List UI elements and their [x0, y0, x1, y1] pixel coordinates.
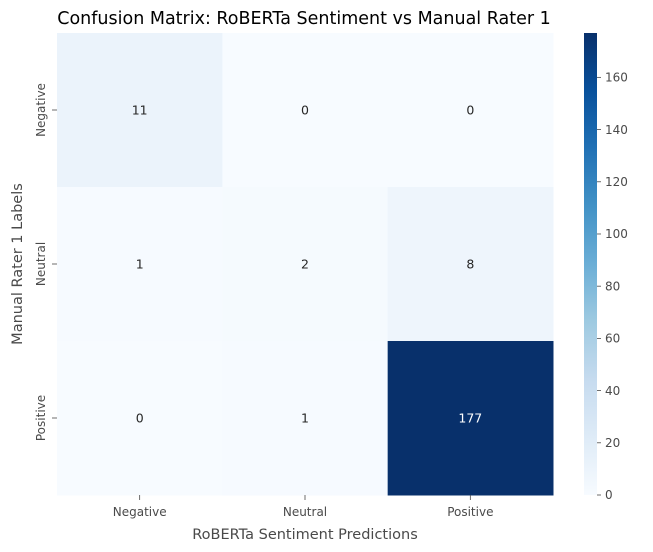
heatmap-cell — [222, 341, 389, 496]
y-axis-label: Manual Rater 1 Labels — [10, 183, 26, 345]
colorbar-tick-label: 160 — [605, 71, 628, 85]
colorbar-tick-label: 100 — [605, 227, 628, 241]
colorbar-tick-label: 0 — [605, 488, 613, 502]
colorbar-ticks: 0 20 40 60 80 100 120 140 160 — [597, 71, 628, 502]
y-axis-ticks: Negative Neutral Positive — [34, 83, 57, 441]
heatmap-cells — [57, 33, 554, 496]
colorbar-tick-label: 120 — [605, 175, 628, 189]
cell-value-label: 2 — [301, 257, 309, 272]
y-tick-label: Positive — [34, 395, 48, 441]
heatmap-cell — [57, 341, 223, 496]
heatmap-cell — [57, 187, 223, 342]
colorbar-tick-label: 40 — [605, 384, 620, 398]
cell-value-label: 0 — [136, 411, 144, 426]
heatmap-cell — [387, 33, 554, 188]
cell-value-label: 11 — [132, 103, 148, 118]
x-axis-ticks: Negative Neutral Positive — [113, 495, 493, 519]
heatmap-cell — [387, 187, 554, 342]
heatmap-cell — [57, 33, 223, 188]
cell-value-label: 8 — [466, 257, 474, 272]
y-tick-label: Neutral — [34, 242, 48, 286]
x-axis-label: RoBERTa Sentiment Predictions — [192, 527, 418, 543]
cell-value-label: 177 — [458, 411, 482, 426]
heatmap-cell — [387, 341, 554, 496]
colorbar-tick-label: 60 — [605, 332, 620, 346]
cell-value-label: 1 — [136, 257, 144, 272]
x-tick-label: Neutral — [283, 505, 327, 519]
colorbar — [584, 33, 597, 495]
cell-value-label: 0 — [466, 103, 474, 118]
heatmap-cell — [222, 187, 389, 342]
colorbar-tick-label: 20 — [605, 436, 620, 450]
heatmap-cell-labels: 11 0 0 1 2 8 0 1 177 — [132, 103, 483, 426]
x-tick-label: Negative — [113, 505, 167, 519]
chart-title: Confusion Matrix: RoBERTa Sentiment vs M… — [57, 9, 551, 29]
cell-value-label: 0 — [301, 103, 309, 118]
cell-value-label: 1 — [301, 411, 309, 426]
x-tick-label: Positive — [447, 505, 493, 519]
colorbar-tick-label: 140 — [605, 123, 628, 137]
y-tick-label: Negative — [34, 83, 48, 137]
colorbar-tick-label: 80 — [605, 279, 620, 293]
heatmap-cell — [222, 33, 389, 188]
